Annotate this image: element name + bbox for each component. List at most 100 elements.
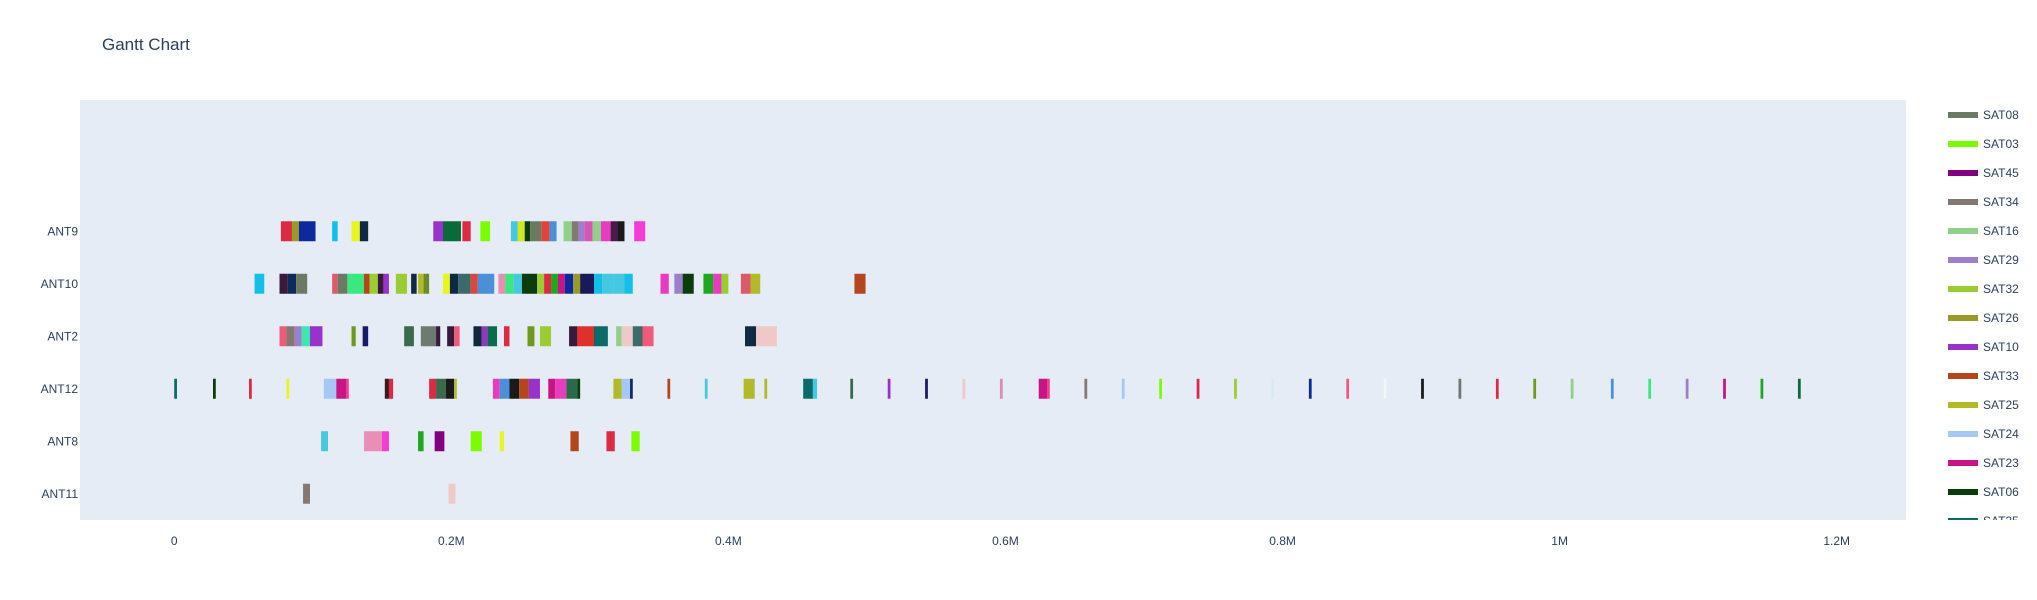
task-bar[interactable]: [1346, 378, 1350, 399]
task-bar[interactable]: [1421, 378, 1424, 399]
task-bar[interactable]: [291, 221, 299, 242]
task-bar[interactable]: [1685, 378, 1689, 399]
task-bar[interactable]: [621, 326, 633, 347]
task-bar[interactable]: [566, 378, 578, 399]
task-bar[interactable]: [492, 378, 500, 399]
task-bar[interactable]: [321, 431, 328, 452]
task-bar[interactable]: [764, 378, 768, 399]
task-bar[interactable]: [704, 378, 708, 399]
task-bar[interactable]: [332, 221, 338, 242]
task-bar[interactable]: [602, 273, 614, 294]
task-bar[interactable]: [555, 378, 567, 399]
task-bar[interactable]: [346, 378, 349, 399]
task-bar[interactable]: [703, 273, 714, 294]
task-bar[interactable]: [301, 326, 310, 347]
legend-item[interactable]: SAT16: [1948, 224, 2019, 238]
task-bar[interactable]: [527, 326, 535, 347]
task-bar[interactable]: [660, 273, 669, 294]
task-bar[interactable]: [279, 273, 288, 294]
task-bar[interactable]: [569, 326, 578, 347]
task-bar[interactable]: [337, 273, 348, 294]
task-bar[interactable]: [505, 273, 514, 294]
task-bar[interactable]: [854, 273, 866, 294]
legend-item[interactable]: SAT34: [1948, 195, 2019, 209]
task-bar[interactable]: [539, 326, 552, 347]
task-bar[interactable]: [750, 273, 761, 294]
task-bar[interactable]: [803, 378, 813, 399]
task-bar[interactable]: [332, 273, 338, 294]
legend-item[interactable]: SAT03: [1948, 137, 2019, 151]
task-bar[interactable]: [481, 326, 488, 347]
task-bar[interactable]: [377, 273, 384, 294]
task-bar[interactable]: [510, 221, 518, 242]
task-bar[interactable]: [667, 378, 671, 399]
legend-item[interactable]: SAT29: [1948, 253, 2019, 267]
task-bar[interactable]: [887, 378, 891, 399]
task-bar[interactable]: [1723, 378, 1726, 399]
task-bar[interactable]: [498, 273, 506, 294]
task-bar[interactable]: [433, 221, 443, 242]
task-bar[interactable]: [541, 221, 550, 242]
task-bar[interactable]: [449, 273, 459, 294]
task-bar[interactable]: [454, 378, 457, 399]
task-bar[interactable]: [600, 221, 611, 242]
task-bar[interactable]: [578, 221, 585, 242]
task-bar[interactable]: [616, 326, 622, 347]
task-bar[interactable]: [999, 378, 1003, 399]
task-bar[interactable]: [351, 221, 360, 242]
task-bar[interactable]: [420, 326, 437, 347]
task-bar[interactable]: [462, 221, 471, 242]
task-bar[interactable]: [610, 221, 618, 242]
task-bar[interactable]: [213, 378, 216, 399]
task-bar[interactable]: [756, 326, 777, 347]
task-bar[interactable]: [499, 378, 510, 399]
task-bar[interactable]: [458, 273, 471, 294]
task-bar[interactable]: [254, 273, 265, 294]
task-bar[interactable]: [1383, 378, 1387, 399]
task-bar[interactable]: [286, 326, 295, 347]
task-bar[interactable]: [1308, 378, 1312, 399]
task-bar[interactable]: [1495, 378, 1499, 399]
task-bar[interactable]: [364, 273, 370, 294]
task-bar[interactable]: [445, 378, 455, 399]
task-bar[interactable]: [388, 378, 394, 399]
legend-item[interactable]: SAT23: [1948, 456, 2019, 470]
task-bar[interactable]: [294, 326, 302, 347]
legend-item[interactable]: SAT33: [1948, 369, 2019, 383]
task-bar[interactable]: [571, 221, 579, 242]
task-bar[interactable]: [351, 326, 356, 347]
task-bar[interactable]: [524, 221, 531, 242]
task-bar[interactable]: [1610, 378, 1614, 399]
task-bar[interactable]: [812, 378, 818, 399]
task-bar[interactable]: [713, 273, 722, 294]
task-bar[interactable]: [537, 273, 545, 294]
task-bar[interactable]: [549, 221, 557, 242]
task-bar[interactable]: [369, 273, 378, 294]
task-bar[interactable]: [442, 273, 450, 294]
task-bar[interactable]: [418, 431, 424, 452]
task-bar[interactable]: [477, 273, 495, 294]
task-bar[interactable]: [509, 378, 520, 399]
task-bar[interactable]: [296, 273, 308, 294]
task-bar[interactable]: [530, 221, 542, 242]
task-bar[interactable]: [521, 273, 538, 294]
task-bar[interactable]: [1196, 378, 1200, 399]
task-bar[interactable]: [1047, 378, 1050, 399]
legend-item[interactable]: SAT06: [1948, 485, 2019, 499]
task-bar[interactable]: [528, 378, 540, 399]
task-bar[interactable]: [249, 378, 252, 399]
task-bar[interactable]: [347, 273, 365, 294]
task-bar[interactable]: [487, 326, 498, 347]
task-bar[interactable]: [745, 326, 757, 347]
task-bar[interactable]: [563, 221, 572, 242]
task-bar[interactable]: [570, 431, 579, 452]
task-bar[interactable]: [473, 326, 482, 347]
task-bar[interactable]: [384, 378, 389, 399]
task-bar[interactable]: [513, 273, 522, 294]
task-bar[interactable]: [630, 378, 633, 399]
task-bar[interactable]: [1121, 378, 1125, 399]
task-bar[interactable]: [286, 378, 290, 399]
task-bar[interactable]: [303, 483, 310, 504]
task-bar[interactable]: [442, 221, 461, 242]
task-bar[interactable]: [592, 221, 601, 242]
